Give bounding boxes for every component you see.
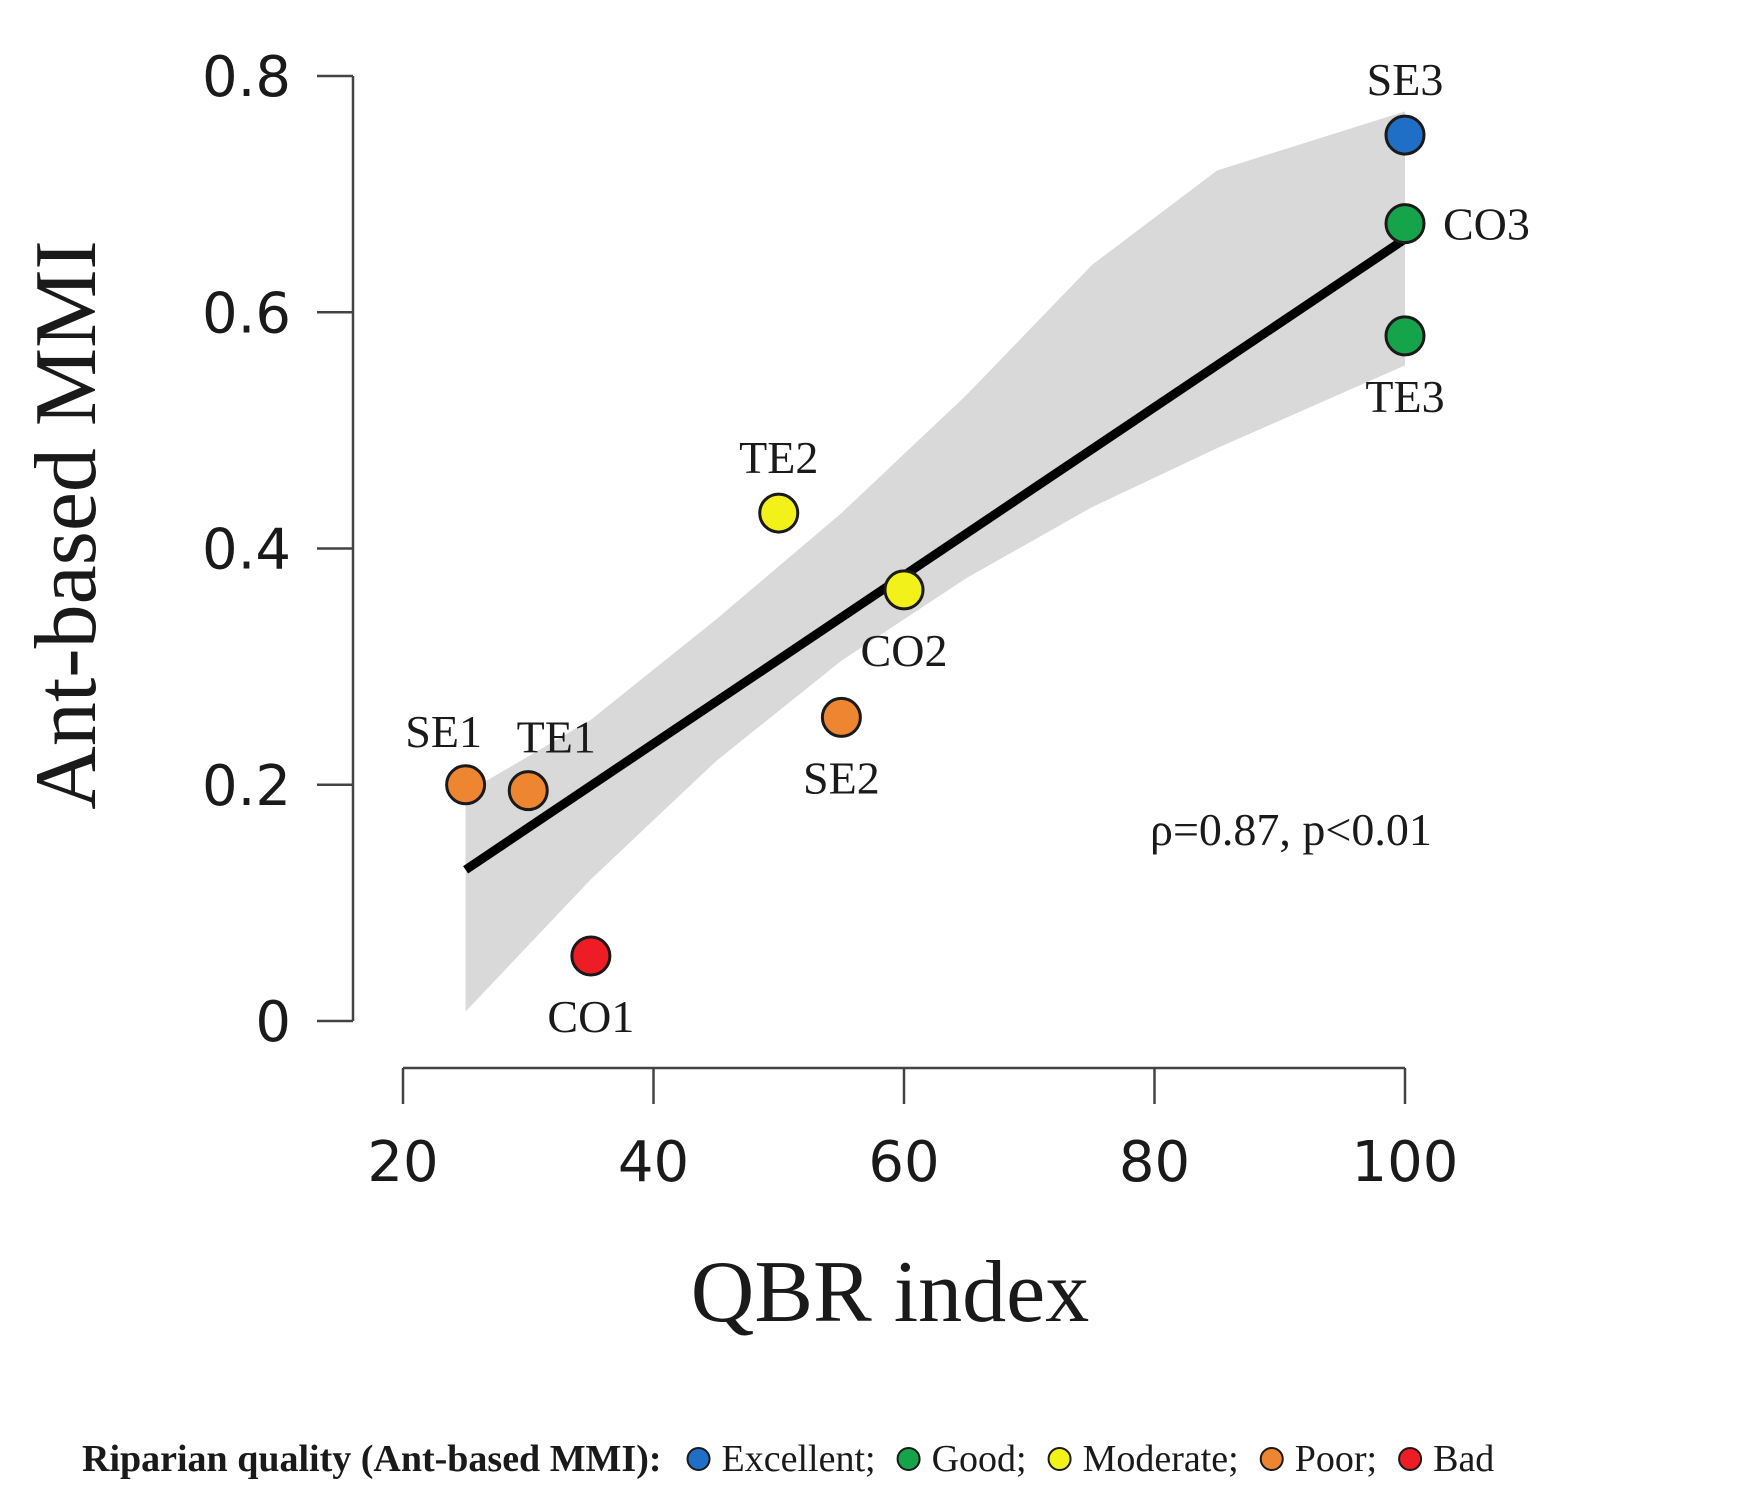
point-label-te1: TE1 — [517, 712, 596, 763]
point-labels-layer: SE1 TE1 CO1 TE2 SE2 CO2 SE3 CO3 TE3 — [405, 54, 1530, 1042]
data-point-co1 — [570, 935, 612, 977]
data-points-layer — [445, 114, 1426, 977]
y-tick-label: 0.8 — [202, 45, 291, 110]
data-point-te3 — [1384, 315, 1426, 357]
legend-marker — [1259, 1447, 1284, 1471]
confidence-band — [465, 111, 1406, 1012]
legend-entry-label: Good; — [932, 1438, 1027, 1480]
regression-line — [463, 235, 1408, 874]
legend: Riparian quality (Ant-based MMI): Excelle… — [82, 1438, 1494, 1480]
point-label-co2: CO2 — [861, 625, 948, 676]
x-tick-label: 80 — [1119, 1130, 1190, 1195]
point-label-co1: CO1 — [547, 991, 634, 1042]
point-label-se2: SE2 — [803, 752, 880, 803]
x-tick-label: 20 — [367, 1130, 438, 1195]
point-label-te2: TE2 — [739, 432, 818, 483]
legend-entry-label: Excellent; — [722, 1438, 876, 1480]
axes-layer: 0 0.2 0.4 0.6 0.8 20 40 60 80 100 — [202, 45, 1459, 1195]
data-point-se3 — [1384, 114, 1426, 156]
data-point-te2 — [758, 492, 800, 534]
x-tick-label: 40 — [618, 1130, 689, 1195]
legend-title: Riparian quality (Ant-based MMI): — [82, 1438, 662, 1480]
point-label-se3: SE3 — [1367, 54, 1444, 105]
legend-marker — [686, 1447, 711, 1471]
y-axis-title: Ant-based MMI — [18, 240, 115, 809]
legend-marker — [1047, 1447, 1072, 1471]
legend-entry-label: Moderate; — [1083, 1438, 1239, 1480]
data-point-co3 — [1384, 203, 1426, 245]
data-point-te1 — [507, 770, 549, 812]
point-label-te3: TE3 — [1365, 371, 1444, 422]
point-label-se1: SE1 — [405, 706, 482, 757]
x-axis-title: QBR index — [691, 1244, 1089, 1341]
legend-marker — [896, 1447, 921, 1471]
y-tick-label: 0.4 — [202, 518, 291, 583]
confidence-band-layer — [465, 111, 1406, 1012]
legend-entry-label: Poor; — [1295, 1438, 1377, 1480]
y-tick-label: 0 — [255, 990, 291, 1055]
x-tick-label: 60 — [868, 1130, 939, 1195]
point-label-co3: CO3 — [1443, 199, 1530, 250]
data-point-se1 — [445, 764, 487, 806]
correlation-annotation: ρ=0.87, p<0.01 — [1150, 804, 1432, 855]
data-point-se2 — [820, 696, 862, 738]
data-point-co2 — [883, 569, 925, 611]
legend-entry-label: Bad — [1433, 1438, 1494, 1480]
x-tick-label: 100 — [1352, 1130, 1459, 1195]
y-tick-label: 0.6 — [202, 281, 291, 346]
legend-marker — [1398, 1447, 1423, 1471]
regression-line-layer — [463, 235, 1408, 874]
y-tick-label: 0.2 — [202, 754, 291, 819]
